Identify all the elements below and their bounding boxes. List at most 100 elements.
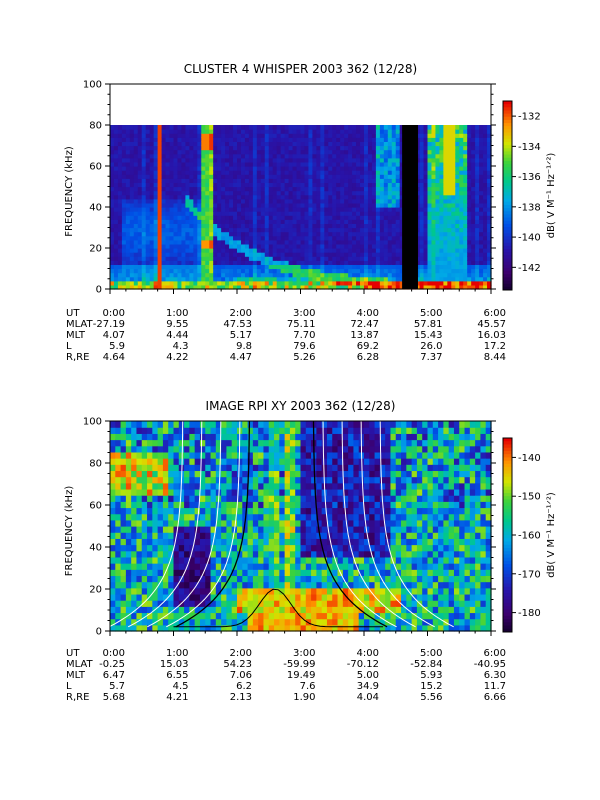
heatmap-cell [304, 272, 310, 278]
heatmap-cell [399, 284, 405, 290]
heatmap-cell [356, 227, 361, 233]
heatmap-cell [324, 256, 329, 261]
heatmap-cell [364, 219, 369, 224]
heatmap-cell [110, 207, 115, 212]
heatmap-cell [136, 495, 143, 502]
heatmap-cell [162, 606, 169, 614]
chart-title: IMAGE RPI XY 2003 362 (12/28) [206, 399, 396, 413]
heatmap-cell [237, 207, 242, 212]
heatmap-cell [199, 538, 206, 546]
heatmap-cell [117, 215, 123, 220]
heatmap-cell [312, 186, 317, 192]
heatmap-cell [475, 231, 480, 237]
heatmap-cell [324, 215, 329, 220]
heatmap-cell [443, 161, 448, 167]
heatmap-cell [157, 563, 164, 570]
heatmap-cell [131, 439, 138, 447]
heatmap-cell [292, 235, 298, 241]
heatmap-cell [120, 544, 127, 552]
heatmap-cell [189, 252, 194, 257]
heatmap-cell [443, 280, 448, 286]
heatmap-cell [340, 129, 345, 134]
heatmap-cell [471, 141, 476, 147]
heatmap-cell [288, 157, 294, 163]
heatmap-cell [248, 149, 254, 155]
heatmap-cell [110, 272, 115, 278]
heatmap-cell [237, 260, 242, 265]
heatmap-cell [427, 129, 433, 134]
heatmap-cell [419, 272, 425, 278]
heatmap-cell [184, 532, 190, 539]
heatmap-cell [149, 211, 155, 216]
heatmap-cell [141, 451, 148, 459]
heatmap-cell [248, 248, 254, 253]
heatmap-cell [184, 624, 190, 632]
heatmap-cell [125, 194, 131, 200]
heatmap-cell [115, 433, 122, 441]
heatmap-cell [371, 161, 377, 167]
heatmap-cell [479, 231, 484, 237]
heatmap-cell [451, 137, 456, 142]
heatmap-cell [308, 239, 314, 245]
heatmap-cell [300, 235, 306, 241]
heatmap-cell [483, 166, 488, 171]
heatmap-cell [371, 141, 377, 147]
y-tick-label: 60 [89, 162, 102, 173]
heatmap-cell [391, 211, 397, 216]
heatmap-cell [157, 157, 163, 163]
heatmap-cell [136, 612, 143, 620]
heatmap-cell [189, 600, 196, 607]
heatmap-cell [141, 538, 148, 546]
heatmap-cell [117, 133, 123, 138]
heatmap-cell [364, 182, 369, 188]
heatmap-cell [125, 488, 132, 496]
heatmap-cell [463, 166, 468, 171]
heatmap-cell [423, 161, 429, 167]
heatmap-cell [152, 569, 159, 577]
heatmap-cell [296, 178, 302, 183]
heatmap-cell [367, 182, 373, 188]
heatmap-cell [399, 153, 405, 159]
heatmap-cell [131, 581, 138, 589]
heatmap-cell [221, 593, 228, 601]
heatmap-cell [226, 445, 233, 453]
heatmap-cell [435, 137, 441, 142]
heatmap-cell [367, 272, 373, 278]
heatmap-cell [320, 170, 325, 175]
heatmap-cell [226, 624, 233, 632]
heatmap-cell [133, 202, 139, 208]
heatmap-cell [117, 141, 123, 147]
heatmap-cell [120, 501, 127, 509]
heatmap-cell [256, 276, 262, 282]
heatmap-cell [221, 186, 226, 192]
heatmap-cell [439, 137, 444, 142]
ephemeris-value: 4.64 [103, 352, 125, 363]
heatmap-cell [356, 178, 361, 183]
heatmap-cell [258, 624, 265, 632]
heatmap-cell [221, 581, 228, 589]
heatmap-cell [463, 211, 468, 216]
heatmap-cell [316, 219, 321, 224]
heatmap-cell [157, 593, 164, 601]
heatmap-cell [463, 161, 468, 167]
heatmap-cell [344, 149, 349, 155]
colorbar-tick-label: -136 [518, 172, 541, 183]
heatmap-cell [237, 153, 242, 159]
heatmap-cell [256, 215, 262, 220]
heatmap-cell [193, 153, 198, 159]
heatmap-cell [115, 556, 122, 564]
heatmap-cell [161, 231, 167, 237]
heatmap-cell [312, 227, 317, 233]
heatmap-cell [247, 600, 254, 607]
heatmap-cell [168, 526, 175, 533]
heatmap-cell [217, 157, 222, 163]
heatmap-cell [213, 170, 218, 175]
heatmap-cell [237, 202, 242, 208]
heatmap-cell [256, 141, 262, 147]
heatmap-cell [312, 137, 317, 142]
heatmap-cell [226, 587, 233, 595]
heatmap-cell [312, 153, 317, 159]
colorbar-cell [503, 261, 512, 266]
heatmap-cell [194, 587, 201, 595]
heatmap-cell [117, 194, 123, 200]
